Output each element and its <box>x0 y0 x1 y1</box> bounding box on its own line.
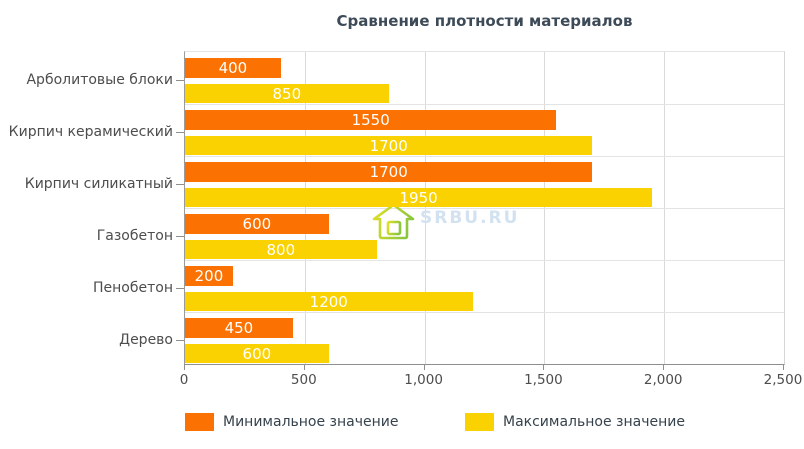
category-tick <box>176 184 184 185</box>
legend-label: Минимальное значение <box>223 413 399 430</box>
category-tick <box>176 80 184 81</box>
legend-swatch-min <box>185 412 214 431</box>
legend-item-max[interactable]: Максимальное значение <box>465 412 685 431</box>
chart-row: 1700 1950 <box>185 156 784 208</box>
bar-min[interactable]: 1700 <box>185 162 593 182</box>
x-axis-label: 2,000 <box>643 372 683 388</box>
bar-value-label: 1700 <box>369 136 408 155</box>
x-tick <box>423 364 425 370</box>
category-tick <box>176 340 184 341</box>
category-axis: Арболитовые блоки Кирпич керамический Ки… <box>0 51 173 363</box>
category-label: Кирпич силикатный <box>24 176 173 192</box>
x-tick <box>543 364 545 370</box>
bar-value-label: 600 <box>242 344 272 363</box>
x-axis-labels: 0 500 1,000 1,500 2,000 2,500 <box>180 372 803 388</box>
bar-min[interactable]: 400 <box>185 58 281 78</box>
bar-value-label: 200 <box>194 267 224 285</box>
category-tick <box>176 236 184 237</box>
category-label: Кирпич керамический <box>8 124 173 140</box>
x-tick <box>303 364 305 370</box>
x-axis-ticks <box>184 364 784 370</box>
x-axis-label: 1,500 <box>524 372 563 388</box>
x-axis-label: 2,500 <box>763 372 803 388</box>
bar-value-label: 450 <box>224 319 254 337</box>
watermark-graphic <box>372 203 522 240</box>
site-watermark: SRBU.RU <box>372 202 717 247</box>
bar-value-label: 600 <box>242 215 272 233</box>
bar-max[interactable]: 850 <box>185 84 389 103</box>
x-tick <box>783 364 784 370</box>
chart-row: 400 850 <box>185 52 784 104</box>
category-label: Пенобетон <box>93 280 173 296</box>
watermark-text: SRBU.RU <box>420 208 520 228</box>
bar-min[interactable]: 200 <box>185 266 233 286</box>
row-separator <box>185 208 784 209</box>
x-axis-label: 500 <box>290 372 317 388</box>
row-separator <box>185 104 784 105</box>
category-label: Газобетон <box>96 228 173 244</box>
x-tick <box>663 364 665 370</box>
bar-value-label: 1700 <box>369 163 408 181</box>
row-separator <box>185 156 784 157</box>
bar-value-label: 850 <box>272 84 302 103</box>
category-tick <box>176 132 184 133</box>
bar-max[interactable]: 1700 <box>185 136 593 155</box>
bar-value-label: 1200 <box>309 292 348 311</box>
chart-row: 600 800 <box>185 208 784 260</box>
x-tick <box>184 364 185 370</box>
bar-value-label: 400 <box>218 59 248 77</box>
row-separator <box>185 260 784 261</box>
bar-min[interactable]: 450 <box>185 318 293 338</box>
bar-value-label: 800 <box>266 240 296 259</box>
category-tick <box>176 288 184 289</box>
legend-swatch-max <box>465 412 494 431</box>
chart-row: 450 600 <box>185 312 784 364</box>
category-label: Арболитовые блоки <box>26 72 173 88</box>
bar-max[interactable]: 1200 <box>185 292 473 311</box>
house-icon <box>372 203 415 240</box>
bar-min[interactable]: 600 <box>185 214 329 234</box>
category-label: Дерево <box>119 332 173 348</box>
x-axis-label: 0 <box>179 372 189 388</box>
bar-min[interactable]: 1550 <box>185 110 557 130</box>
chart-row: 1550 1700 <box>185 104 784 156</box>
legend: Минимальное значение Максимальное значен… <box>185 412 784 432</box>
bar-value-label: 1550 <box>351 111 390 129</box>
chart-row: 200 1200 <box>185 260 784 312</box>
bar-max[interactable]: 800 <box>185 240 377 259</box>
plot-area: SRBU.RU 400 850 1550 1700 1700 1950 600 … <box>184 51 785 365</box>
x-axis-label: 1,000 <box>404 372 443 388</box>
legend-label: Максимальное значение <box>503 413 685 430</box>
chart-title: Сравнение плотности материалов <box>336 12 633 30</box>
bar-value-label: 1950 <box>399 188 438 207</box>
row-separator <box>185 312 784 313</box>
bar-max[interactable]: 600 <box>185 344 329 363</box>
bar-max[interactable]: 1950 <box>185 188 653 207</box>
legend-item-min[interactable]: Минимальное значение <box>185 412 398 431</box>
